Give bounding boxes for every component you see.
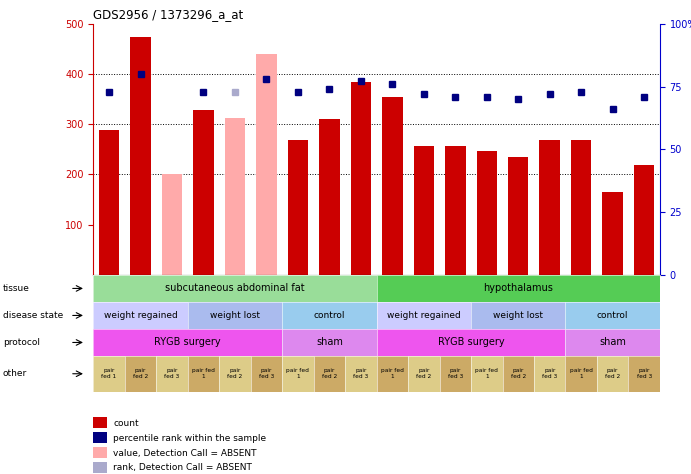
Text: weight regained: weight regained	[387, 311, 461, 320]
Bar	[93, 432, 108, 443]
Bar	[319, 118, 339, 275]
Bar	[287, 140, 308, 275]
Text: RYGB surgery: RYGB surgery	[154, 337, 221, 347]
Text: disease state: disease state	[3, 311, 63, 320]
Bar	[225, 118, 245, 275]
Bar	[93, 447, 108, 458]
Text: rank, Detection Call = ABSENT: rank, Detection Call = ABSENT	[113, 464, 252, 472]
Text: pair
fed 2: pair fed 2	[133, 368, 148, 379]
Bar	[99, 130, 120, 275]
Text: RYGB surgery: RYGB surgery	[437, 337, 504, 347]
Text: pair fed
1: pair fed 1	[570, 368, 593, 379]
Bar	[131, 37, 151, 275]
Bar	[414, 146, 434, 275]
Text: sham: sham	[599, 337, 626, 347]
Text: pair
fed 1: pair fed 1	[102, 368, 117, 379]
Bar	[571, 140, 591, 275]
Text: pair
fed 2: pair fed 2	[322, 368, 337, 379]
Bar	[540, 140, 560, 275]
Text: pair fed
1: pair fed 1	[475, 368, 498, 379]
Text: pair
fed 3: pair fed 3	[448, 368, 463, 379]
Text: pair
fed 3: pair fed 3	[164, 368, 180, 379]
Text: weight regained: weight regained	[104, 311, 178, 320]
Bar	[603, 192, 623, 275]
Text: pair fed
1: pair fed 1	[381, 368, 404, 379]
Bar	[93, 462, 108, 473]
Text: weight lost: weight lost	[493, 311, 543, 320]
Text: control: control	[597, 311, 628, 320]
Text: subcutaneous abdominal fat: subcutaneous abdominal fat	[165, 283, 305, 293]
Bar	[93, 417, 108, 428]
Text: pair fed
1: pair fed 1	[287, 368, 310, 379]
Bar	[162, 174, 182, 275]
Text: pair
fed 2: pair fed 2	[227, 368, 243, 379]
Text: tissue: tissue	[3, 284, 30, 293]
Text: protocol: protocol	[3, 338, 40, 347]
Text: value, Detection Call = ABSENT: value, Detection Call = ABSENT	[113, 448, 256, 457]
Bar	[382, 97, 403, 275]
Bar	[477, 151, 497, 275]
Text: weight lost: weight lost	[210, 311, 260, 320]
Bar	[508, 157, 529, 275]
Text: pair
fed 3: pair fed 3	[542, 368, 558, 379]
Bar	[634, 165, 654, 275]
Text: pair
fed 2: pair fed 2	[416, 368, 431, 379]
Text: pair fed
1: pair fed 1	[192, 368, 215, 379]
Text: pair
fed 3: pair fed 3	[353, 368, 368, 379]
Bar	[445, 146, 466, 275]
Text: sham: sham	[316, 337, 343, 347]
Text: control: control	[314, 311, 345, 320]
Bar	[350, 82, 371, 275]
Bar	[256, 54, 276, 275]
Text: hypothalamus: hypothalamus	[483, 283, 553, 293]
Text: count: count	[113, 419, 139, 428]
Text: pair
fed 3: pair fed 3	[636, 368, 652, 379]
Text: pair
fed 2: pair fed 2	[605, 368, 621, 379]
Text: pair
fed 3: pair fed 3	[259, 368, 274, 379]
Text: pair
fed 2: pair fed 2	[511, 368, 526, 379]
Text: GDS2956 / 1373296_a_at: GDS2956 / 1373296_a_at	[93, 8, 243, 21]
Text: other: other	[3, 369, 27, 378]
Bar	[193, 110, 214, 275]
Text: percentile rank within the sample: percentile rank within the sample	[113, 434, 266, 443]
